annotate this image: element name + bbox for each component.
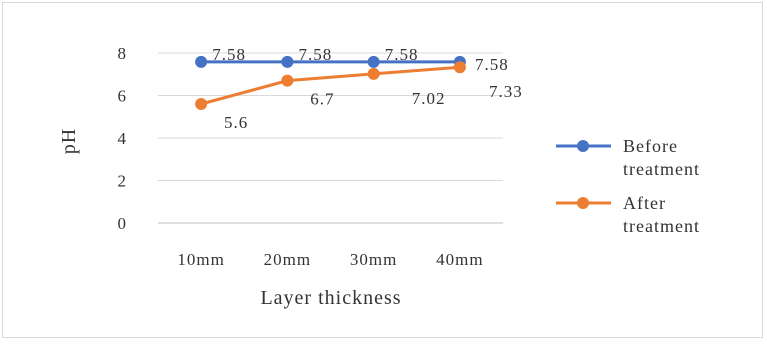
legend-item-1: Before treatment bbox=[556, 136, 700, 179]
legend-marker bbox=[577, 197, 589, 209]
data-label: 7.58 bbox=[299, 45, 333, 64]
y-axis-title: pH bbox=[58, 128, 80, 154]
legend-label: treatment bbox=[623, 159, 700, 179]
legend-label: Before bbox=[623, 136, 678, 156]
data-point-1 bbox=[195, 55, 208, 68]
data-point-2 bbox=[367, 67, 380, 80]
x-tick-label: 10mm bbox=[177, 250, 224, 269]
y-tick-label: 8 bbox=[118, 44, 128, 63]
data-point-2 bbox=[195, 98, 208, 110]
data-label: 7.58 bbox=[212, 45, 246, 64]
series-group bbox=[195, 55, 466, 110]
data-labels: 7.58 7.58 7.58 7.58 5.6 6.7 7.02 7.33 bbox=[212, 45, 523, 132]
x-axis-ticks: 10mm 20mm 30mm 40mm bbox=[177, 250, 483, 269]
line-chart: 0 2 4 6 8 10mm 20mm 30mm 40mm 7.58 7.58 7.58 7.58 5… bbox=[58, 44, 700, 309]
x-tick-label: 40mm bbox=[436, 250, 483, 269]
x-axis-title: Layer thickness bbox=[260, 287, 401, 309]
y-tick-label: 6 bbox=[118, 87, 128, 106]
legend-item-2: After treatment bbox=[556, 193, 700, 236]
legend-label: treatment bbox=[623, 216, 700, 236]
legend-marker bbox=[577, 140, 589, 152]
gridlines bbox=[158, 52, 503, 224]
data-point-2 bbox=[453, 61, 466, 74]
y-tick-label: 2 bbox=[118, 172, 128, 191]
y-axis-ticks: 0 2 4 6 8 bbox=[118, 44, 128, 233]
x-tick-label: 20mm bbox=[264, 250, 311, 269]
data-label: 6.7 bbox=[310, 90, 334, 109]
data-label: 5.6 bbox=[224, 113, 248, 132]
y-tick-label: 4 bbox=[118, 129, 128, 148]
series-line-2 bbox=[200, 65, 460, 106]
legend-label: After bbox=[623, 193, 666, 213]
data-label: 7.33 bbox=[489, 82, 523, 101]
data-point-2 bbox=[281, 74, 294, 87]
x-tick-label: 30mm bbox=[350, 250, 397, 269]
data-label: 7.02 bbox=[412, 89, 446, 108]
data-label: 7.58 bbox=[475, 55, 509, 74]
chart-frame: 0 2 4 6 8 10mm 20mm 30mm 40mm 7.58 7.58 7.58 7.58 5… bbox=[2, 2, 763, 338]
data-label: 7.58 bbox=[385, 45, 419, 64]
y-tick-label: 0 bbox=[118, 214, 128, 233]
data-point-1 bbox=[367, 55, 380, 68]
legend: Before treatment After treatment bbox=[556, 136, 700, 236]
data-point-1 bbox=[281, 55, 294, 68]
